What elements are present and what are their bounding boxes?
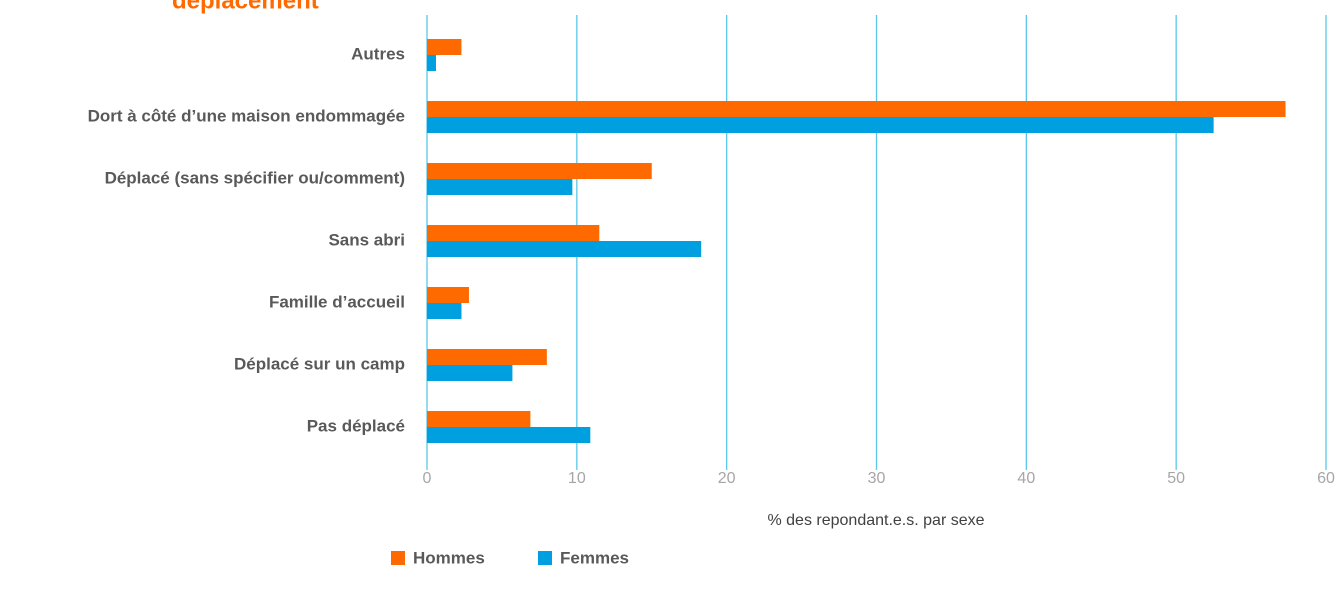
- bar: [427, 303, 462, 319]
- legend-swatch: [391, 551, 405, 565]
- bar: [427, 427, 591, 443]
- x-axis-title: % des repondant.e.s. par sexe: [767, 512, 984, 529]
- bar: [427, 101, 1286, 117]
- bar: [427, 39, 462, 55]
- y-tick-label: Famille d’accueil: [269, 292, 405, 311]
- bar: [427, 117, 1214, 133]
- x-tick-label: 40: [1017, 470, 1035, 487]
- bar: [427, 365, 513, 381]
- bar: [427, 349, 547, 365]
- y-tick-label: Sans abri: [328, 230, 405, 249]
- legend-label: Femmes: [560, 548, 629, 567]
- bar: [427, 179, 573, 195]
- x-tick-label: 10: [568, 470, 586, 487]
- y-tick-label: Déplacé (sans spécifier ou/comment): [105, 168, 405, 187]
- bar: [427, 163, 652, 179]
- bar: [427, 411, 531, 427]
- x-tick-label: 30: [868, 470, 886, 487]
- x-tick-label: 0: [423, 470, 432, 487]
- x-tick-label: 50: [1167, 470, 1185, 487]
- x-tick-label: 20: [718, 470, 736, 487]
- bar: [427, 225, 600, 241]
- legend-swatch: [538, 551, 552, 565]
- bar: [427, 241, 702, 257]
- y-tick-label: Dort à côté d’une maison endommagée: [88, 106, 405, 125]
- bar: [427, 55, 436, 71]
- bar: [427, 287, 469, 303]
- legend-label: Hommes: [413, 548, 485, 567]
- x-tick-label: 60: [1317, 470, 1335, 487]
- chart-title: déplacement: [172, 0, 319, 14]
- y-tick-label: Autres: [351, 44, 405, 63]
- y-tick-label: Déplacé sur un camp: [234, 354, 405, 373]
- y-tick-label: Pas déplacé: [307, 416, 405, 435]
